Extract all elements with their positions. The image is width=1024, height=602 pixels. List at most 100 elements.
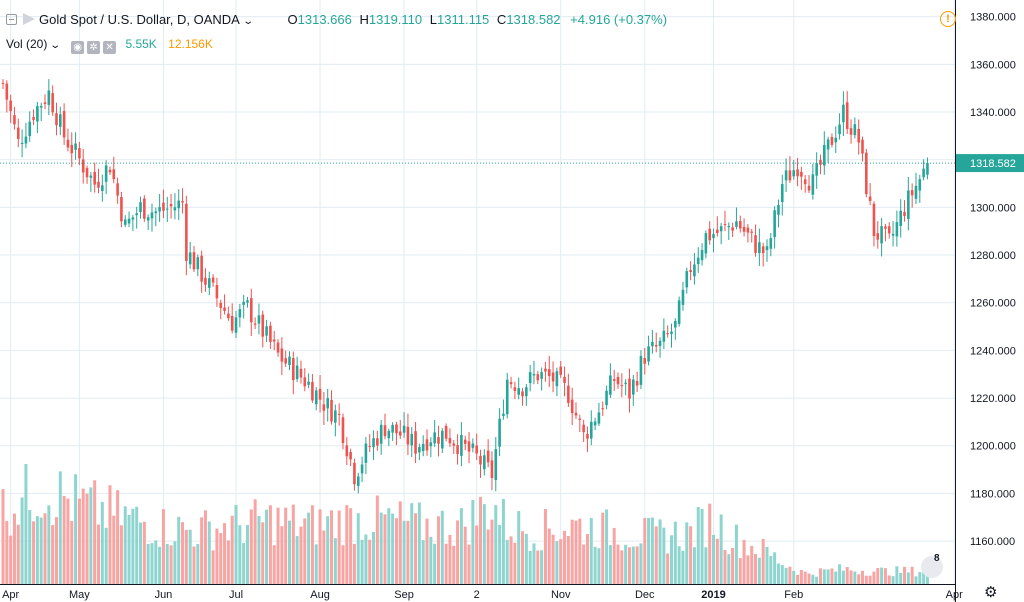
candle-body xyxy=(609,375,612,395)
candle-body xyxy=(456,445,459,454)
volume-bar xyxy=(173,541,177,584)
x-axis-tick-label: Apr xyxy=(946,589,963,601)
symbol-legend: Gold Spot / U.S. Dollar, D, OANDA ⌄ O1313… xyxy=(6,10,667,30)
volume-bar xyxy=(211,550,215,584)
candle-body xyxy=(272,339,276,342)
x-axis-tick-label: 2019 xyxy=(701,589,725,601)
candle-body xyxy=(544,368,547,372)
candle-body xyxy=(723,224,727,226)
volume-bar xyxy=(563,530,567,584)
volume-bar xyxy=(410,503,414,584)
candle-body xyxy=(586,433,589,439)
chevron-down-icon[interactable]: ⌄ xyxy=(242,16,254,27)
gear-icon[interactable]: ⚙ xyxy=(984,584,998,601)
candle-body xyxy=(746,227,750,233)
candle-body xyxy=(589,421,593,439)
volume-bar xyxy=(815,576,819,584)
volume-bar xyxy=(605,509,609,584)
volume-bar xyxy=(532,543,536,584)
y-axis-tick-label: 1280.000 xyxy=(970,250,1016,262)
volume-bar xyxy=(272,545,276,584)
candle-body xyxy=(624,382,627,385)
candle-body xyxy=(815,163,818,176)
volume-bar xyxy=(670,535,673,584)
volume-bar xyxy=(100,501,104,584)
volume-bar xyxy=(734,524,738,584)
candle-body xyxy=(414,431,417,454)
candle-body xyxy=(59,114,62,127)
volume-bar xyxy=(624,544,628,584)
candle-body xyxy=(884,226,887,229)
collapse-icon[interactable] xyxy=(6,14,17,25)
flag-icon[interactable] xyxy=(23,13,35,25)
candle-body xyxy=(632,379,635,395)
volume-bar xyxy=(360,539,364,584)
candle-body xyxy=(379,424,383,444)
volume-bar xyxy=(303,518,307,584)
candle-body xyxy=(265,326,268,336)
candle-body xyxy=(567,385,570,403)
volume-bar xyxy=(834,571,838,584)
candle-body xyxy=(693,264,696,277)
symbol-title[interactable]: Gold Spot / U.S. Dollar, D, OANDA xyxy=(39,12,240,27)
volume-bar xyxy=(467,544,471,584)
close-icon[interactable]: ✕ xyxy=(103,41,117,54)
candle-body xyxy=(505,379,509,415)
volume-bar xyxy=(387,508,391,584)
tradingview-logo xyxy=(921,556,943,578)
candle-body xyxy=(681,289,685,305)
candle-body xyxy=(559,366,563,375)
volume-bar xyxy=(234,504,238,584)
candle-body xyxy=(563,376,566,383)
volume-bar xyxy=(12,513,16,584)
volume-bar xyxy=(146,543,150,584)
candle-body xyxy=(196,257,200,270)
volume-bar xyxy=(203,510,207,584)
candle-body xyxy=(280,348,284,362)
volume-bar xyxy=(559,539,563,584)
volume-bar xyxy=(903,566,907,584)
candle-body xyxy=(299,368,303,378)
volume-bar xyxy=(184,529,188,584)
volume-bar xyxy=(108,485,112,584)
volume-bar xyxy=(219,533,223,584)
candle-body xyxy=(708,228,711,241)
candle-body xyxy=(796,169,799,177)
low-label: L xyxy=(429,12,437,27)
volume-bar xyxy=(310,505,314,584)
candle-body xyxy=(437,437,440,444)
volume-bar xyxy=(356,513,360,584)
volume-bar xyxy=(471,499,475,584)
candle-body xyxy=(395,424,398,434)
volume-bar xyxy=(5,521,9,584)
alert-icon[interactable]: ! xyxy=(940,11,956,27)
candle-body xyxy=(185,203,188,261)
volume-bar xyxy=(627,547,631,584)
eye-icon[interactable]: ◉ xyxy=(71,41,85,54)
volume-legend: Vol (20) ⌄ ◉ ✲ ✕ 5.55K 12.156K xyxy=(6,35,213,54)
volume-bar xyxy=(861,570,864,584)
volume-bar xyxy=(230,515,234,584)
candle-body xyxy=(345,445,349,457)
chevron-down-icon[interactable]: ⌄ xyxy=(49,40,62,51)
candle-body xyxy=(62,111,66,138)
volume-bar xyxy=(658,519,662,584)
candle-body xyxy=(471,443,475,448)
volume-bar xyxy=(352,543,356,584)
volume-indicator-name[interactable]: Vol (20) xyxy=(6,37,48,51)
volume-bar xyxy=(566,535,570,584)
volume-bar xyxy=(58,471,62,584)
volume-bar xyxy=(681,550,685,584)
volume-bar xyxy=(608,545,612,584)
open-value: 1313.666 xyxy=(297,12,352,27)
gear-icon[interactable]: ✲ xyxy=(87,41,101,54)
volume-bar xyxy=(47,505,51,584)
volume-bar xyxy=(28,510,32,584)
volume-bar xyxy=(612,527,616,584)
volume-bar xyxy=(914,576,918,584)
volume-bar xyxy=(494,505,498,584)
candle-body xyxy=(620,385,624,387)
last-price-label: 1318.582 xyxy=(970,158,1016,170)
